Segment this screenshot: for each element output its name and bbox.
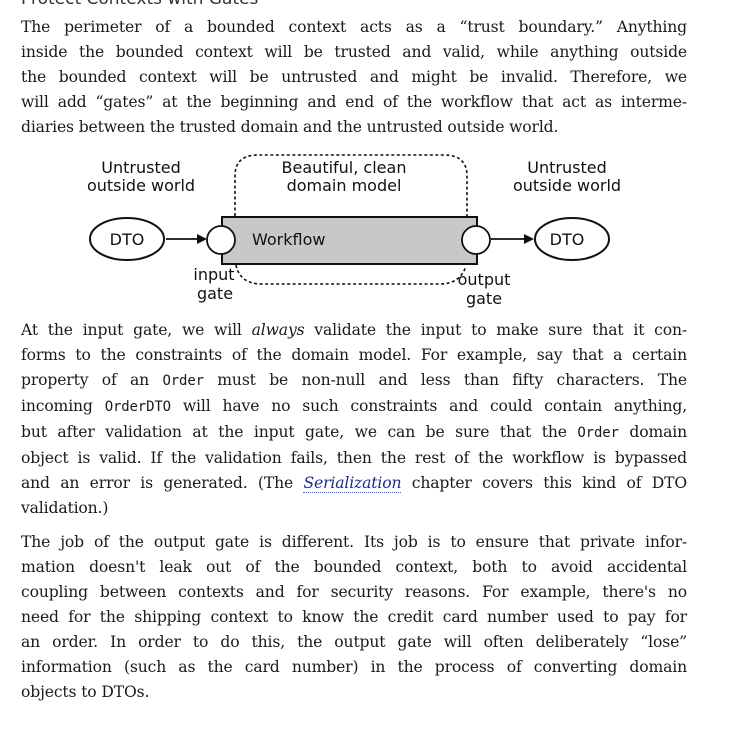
section-heading-cut: Protect Contexts with Gates <box>21 0 258 9</box>
text-line: objects to DTOs. <box>21 683 150 701</box>
domain-label-1: Beautiful, clean <box>282 158 407 177</box>
right-dto <box>534 217 610 261</box>
domain-boundary-bottom <box>235 264 467 285</box>
right-dto-label: DTO <box>550 230 585 249</box>
text-line: coupling between contexts and for securi… <box>21 583 687 601</box>
domain-boundary <box>234 154 468 216</box>
text-line: incoming OrderDTO will have no such cons… <box>21 397 687 415</box>
code-order: Order <box>162 373 204 389</box>
output-gate-icon <box>461 225 491 255</box>
left-outside-label-2: outside world <box>87 176 195 195</box>
workflow-box <box>221 216 478 265</box>
text-line: but after validation at the input gate, … <box>21 423 687 441</box>
left-dto-label: DTO <box>110 230 145 249</box>
gates-diagram: Workflow DTO DTO Untrusted outside world… <box>87 154 621 308</box>
code-orderdto: OrderDTO <box>104 399 171 415</box>
serialization-link[interactable]: Serialization <box>303 474 402 493</box>
text-line: The perimeter of a bounded context acts … <box>21 18 687 36</box>
output-gate-label-2: gate <box>466 289 502 308</box>
text-line: need for the shipping context to know th… <box>21 608 687 626</box>
domain-label-2: domain model <box>287 176 402 195</box>
text-line: At the input gate, we will always valida… <box>21 321 688 339</box>
paragraph-input-gate: At the input gate, we will always valida… <box>21 318 687 521</box>
text-line: diaries between the trusted domain and t… <box>21 118 559 136</box>
input-gate-label-1: input <box>193 265 234 284</box>
paragraph-output-gate: The job of the output gate is different.… <box>21 530 687 705</box>
left-dto <box>89 217 165 261</box>
text-line: and an error is generated. (The Serializ… <box>21 474 688 493</box>
arrow-out-head <box>524 234 534 244</box>
workflow-label: Workflow <box>252 230 325 249</box>
input-gate-icon <box>206 225 236 255</box>
text-line: forms to the constraints of the domain m… <box>21 346 687 364</box>
emphasis-always: always <box>251 321 305 339</box>
text-line: object is valid. If the validation fails… <box>21 449 687 467</box>
text-line: inside the bounded context will be trust… <box>21 43 687 61</box>
left-outside-label-1: Untrusted <box>101 158 180 177</box>
text-line: information (such as the card number) in… <box>21 658 687 676</box>
text-line: The job of the output gate is different.… <box>21 533 687 551</box>
right-outside-label-2: outside world <box>513 176 621 195</box>
output-gate-label-1: output <box>458 270 511 289</box>
paragraph-trust-boundary: The perimeter of a bounded context acts … <box>21 15 687 140</box>
text-line: validation.) <box>21 499 109 517</box>
text-line: the bounded context will be untrusted an… <box>21 68 687 86</box>
text-line: will add “gates” at the beginning and en… <box>21 93 687 111</box>
text-line: an order. In order to do this, the outpu… <box>21 633 687 651</box>
arrow-in-head <box>197 234 207 244</box>
right-outside-label-1: Untrusted <box>527 158 606 177</box>
code-order: Order <box>577 425 619 441</box>
text-line: property of an Order must be non-null an… <box>21 371 687 389</box>
input-gate-label-2: gate <box>197 284 233 303</box>
text-line: mation doesn't leak out of the bounded c… <box>21 558 687 576</box>
